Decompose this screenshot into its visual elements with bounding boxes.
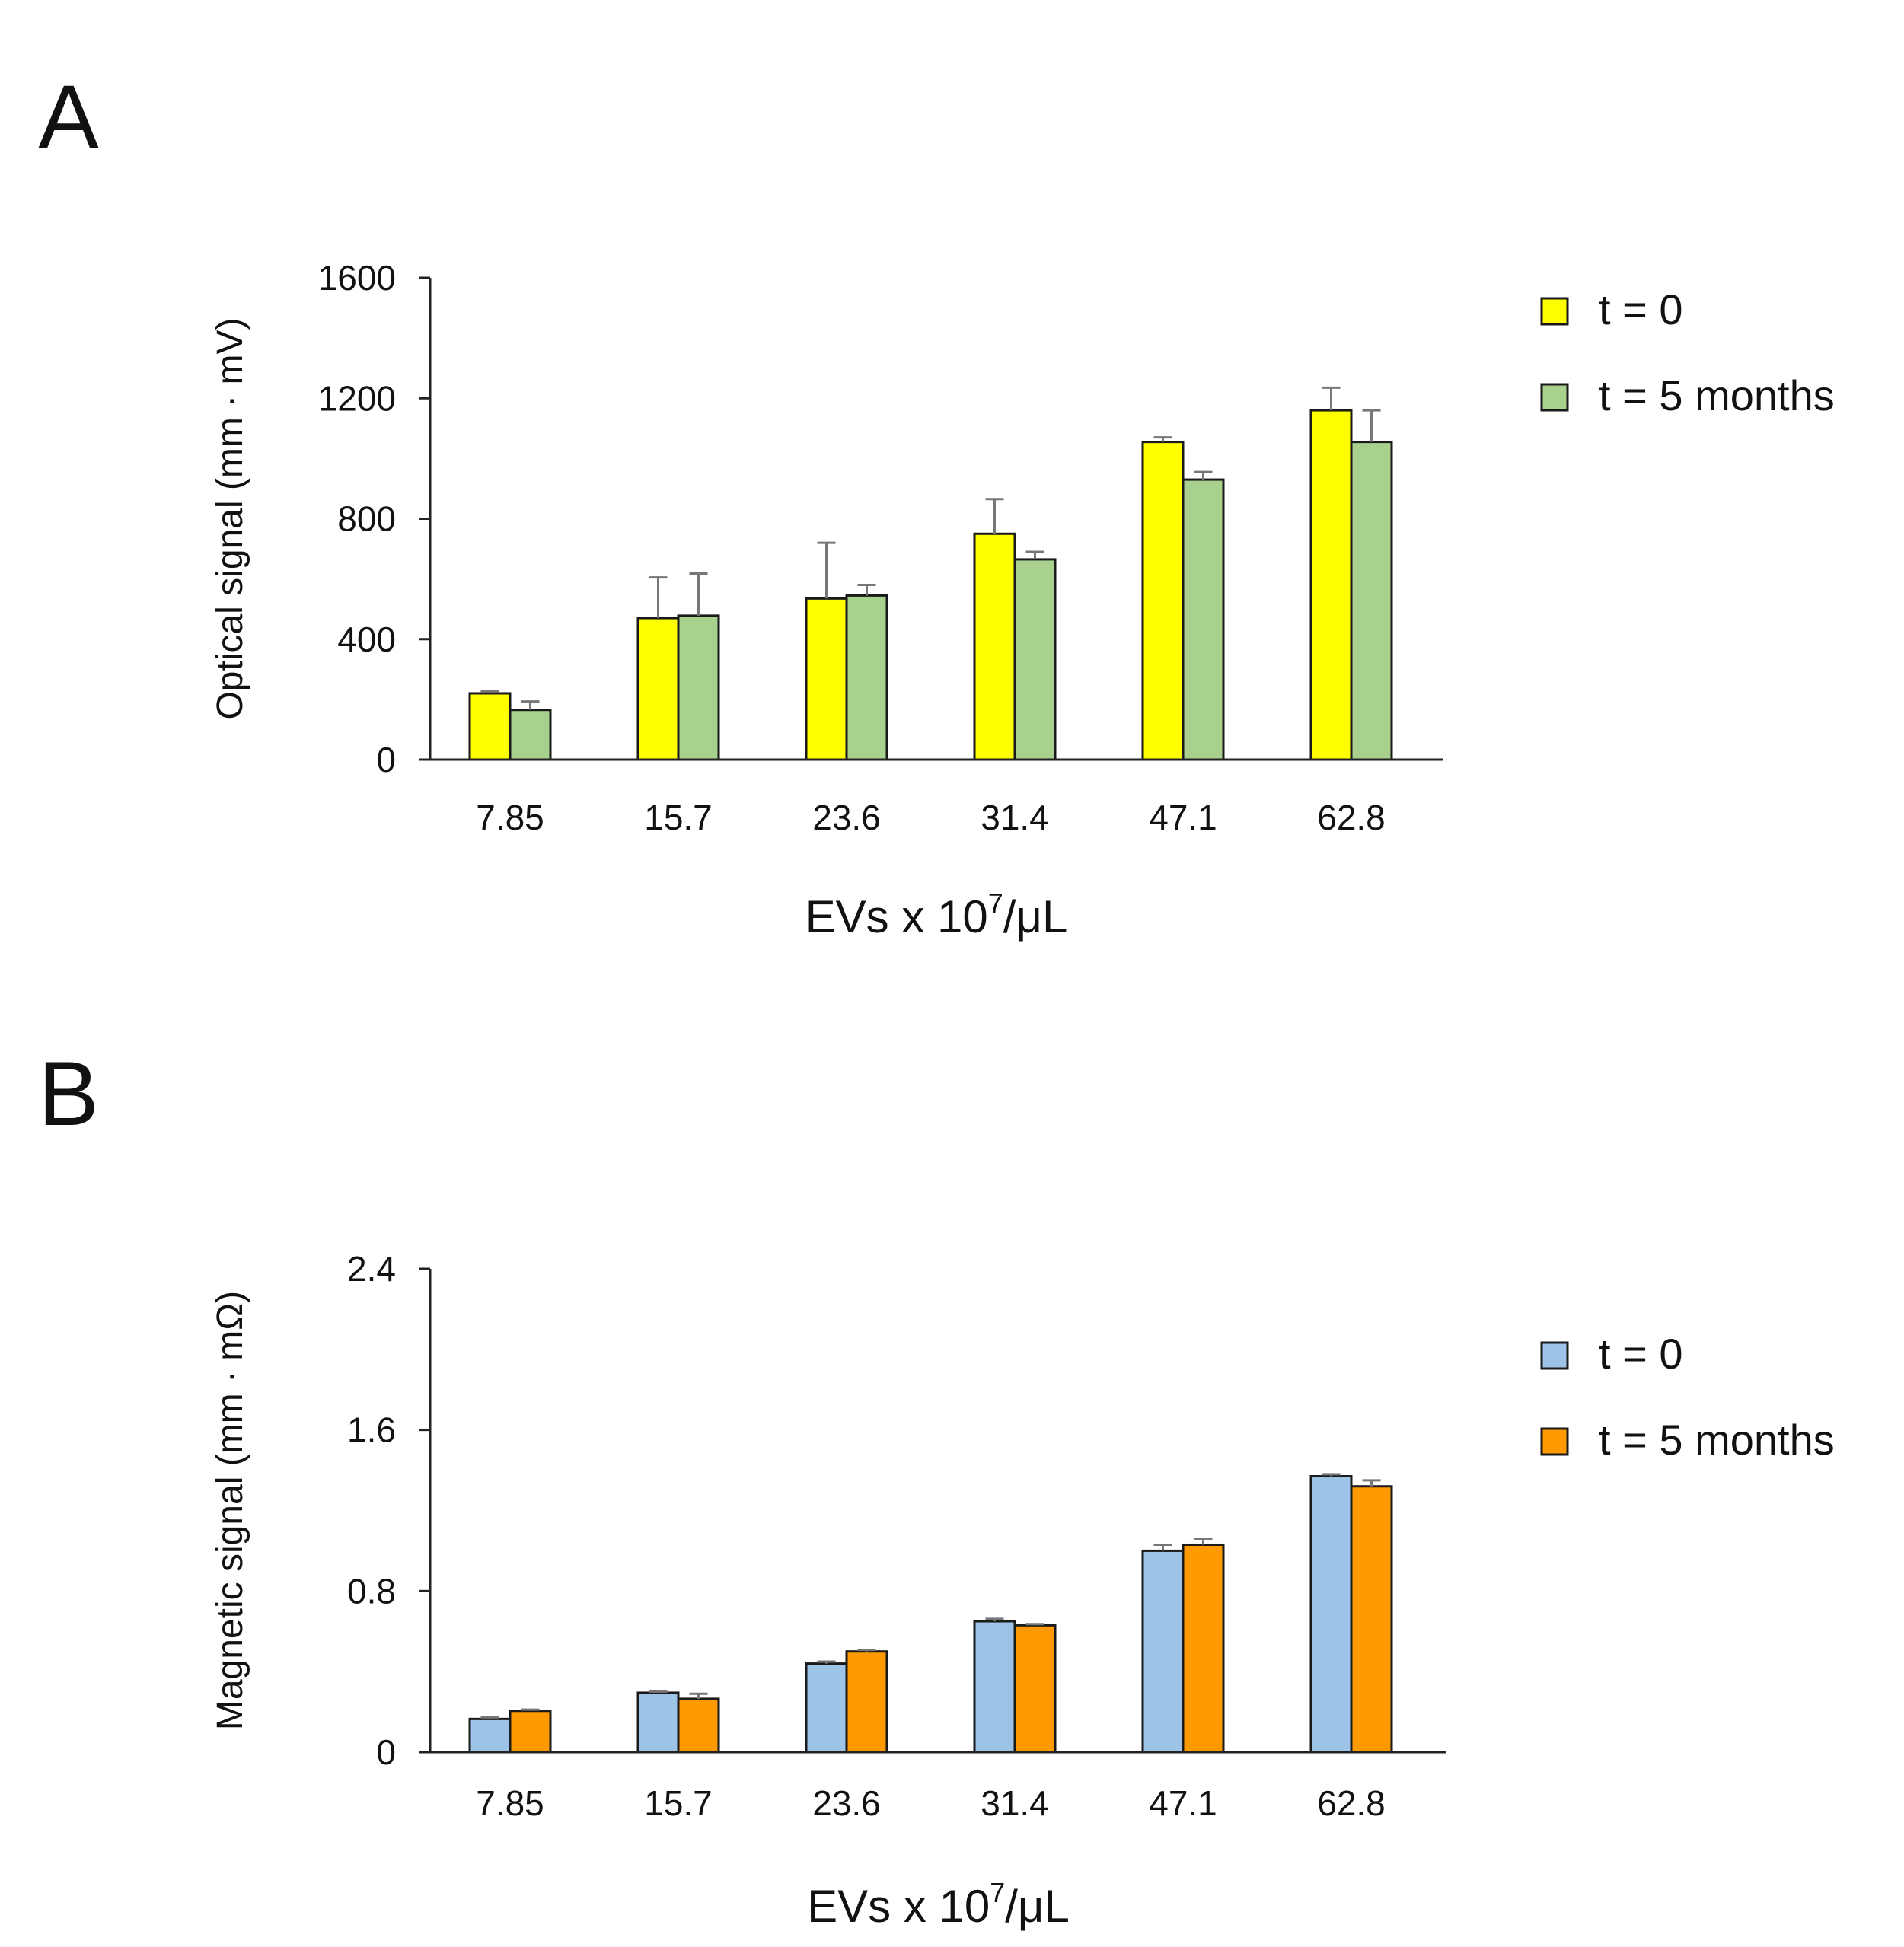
chart-a-errorbar-s2-1 xyxy=(521,700,540,710)
chart-a-xtick-label-4: 31.4 xyxy=(981,798,1049,837)
chart-b-x-axis-title: EVs x 107/μL xyxy=(807,1877,1070,1932)
chart-b-legend-swatch-1 xyxy=(1540,1341,1569,1370)
chart-b-bar-s1-6 xyxy=(1309,1475,1353,1754)
chart-b-xtick-label-4: 31.4 xyxy=(981,1783,1049,1823)
chart-b-bar-s1-1 xyxy=(468,1717,512,1754)
chart-a-ytick-label-5: 1600 xyxy=(318,258,396,298)
chart-a-bar-s2-2 xyxy=(677,614,720,761)
chart-b-bar-s1-2 xyxy=(636,1691,680,1754)
chart-a-errorbar-s1-1 xyxy=(480,690,499,693)
chart-a-bar-s1-6 xyxy=(1309,409,1353,761)
chart-b-legend-swatch-2 xyxy=(1540,1427,1569,1456)
chart-a-ytick-label-3: 800 xyxy=(337,499,396,539)
chart-b: 0 0.8 1.6 2.4 7.85 15.7 23.6 31.4 47.1 62.8 Magnet… xyxy=(210,1249,1835,1932)
chart-a-bar-s1-1 xyxy=(468,692,512,761)
chart-b-errorbar-s2-5 xyxy=(1194,1538,1213,1545)
panel-label-a: A xyxy=(38,66,99,168)
chart-b-xtick-label-1: 7.85 xyxy=(476,1783,544,1823)
chart-a-errorbar-s1-2 xyxy=(649,576,668,619)
chart-b-xtick-label-2: 15.7 xyxy=(644,1783,713,1823)
chart-a-legend-label-2: t = 5 months xyxy=(1599,371,1835,419)
chart-a-errorbar-s1-5 xyxy=(1153,436,1172,442)
chart-b-bar-s2-6 xyxy=(1350,1485,1393,1754)
chart-b-ytick-label-4: 2.4 xyxy=(347,1249,396,1289)
chart-b-bar-s2-2 xyxy=(677,1697,720,1754)
chart-b-errorbar-s1-5 xyxy=(1153,1543,1172,1551)
chart-a: 0 400 800 1200 1600 7.85 15.7 23.6 31.4 47.1 62.8 O… xyxy=(210,258,1835,942)
chart-b-ytick-label-2: 0.8 xyxy=(347,1571,396,1611)
chart-a-errorbar-s2-6 xyxy=(1362,409,1381,442)
chart-a-bar-s1-3 xyxy=(805,597,848,761)
chart-b-errorbar-s1-3 xyxy=(817,1660,836,1664)
chart-b-legend-label-2: t = 5 months xyxy=(1599,1416,1835,1464)
chart-b-legend-label-1: t = 0 xyxy=(1599,1330,1683,1378)
chart-a-bar-s2-4 xyxy=(1013,558,1057,761)
chart-a-legend-swatch-2 xyxy=(1540,383,1569,412)
chart-a-errorbar-s1-3 xyxy=(817,541,836,599)
chart-a-bar-s1-5 xyxy=(1141,441,1185,761)
chart-a-xtick-label-5: 47.1 xyxy=(1149,798,1217,837)
chart-b-errorbar-s1-1 xyxy=(480,1716,499,1719)
chart-b-errorbar-s1-6 xyxy=(1322,1473,1341,1477)
chart-a-xtick-label-3: 23.6 xyxy=(812,798,881,837)
chart-b-bar-s1-5 xyxy=(1141,1549,1185,1754)
chart-a-legend-label-1: t = 0 xyxy=(1599,285,1683,333)
chart-b-bar-s1-4 xyxy=(973,1620,1016,1754)
chart-a-errorbar-s1-6 xyxy=(1322,386,1341,411)
chart-a-ytick-label-4: 1200 xyxy=(318,378,396,418)
chart-b-bar-s2-5 xyxy=(1182,1543,1225,1754)
chart-a-bar-s2-5 xyxy=(1182,478,1225,761)
chart-b-ytick-label-3: 1.6 xyxy=(347,1410,396,1450)
chart-a-bar-s2-6 xyxy=(1350,441,1393,761)
chart-a-legend-swatch-1 xyxy=(1540,297,1569,326)
chart-a-bar-s2-1 xyxy=(509,709,552,761)
chart-b-errorbar-s2-2 xyxy=(689,1692,708,1699)
chart-b-bar-s1-3 xyxy=(805,1662,848,1754)
chart-b-bar-s2-1 xyxy=(509,1710,552,1754)
chart-a-bar-s1-4 xyxy=(973,532,1016,761)
chart-b-bar-s2-3 xyxy=(845,1650,888,1754)
chart-b-errorbar-s2-3 xyxy=(857,1649,876,1652)
chart-a-xtick-label-1: 7.85 xyxy=(476,798,544,837)
chart-a-x-axis-title: EVs x 107/μL xyxy=(805,887,1068,942)
chart-b-xtick-label-5: 47.1 xyxy=(1149,1783,1217,1823)
chart-a-xtick-label-2: 15.7 xyxy=(644,798,713,837)
chart-a-errorbar-s2-5 xyxy=(1194,470,1213,480)
chart-b-errorbar-s2-1 xyxy=(521,1708,540,1711)
chart-a-bar-s1-2 xyxy=(636,617,680,761)
chart-a-ytick-label-1: 0 xyxy=(376,740,396,779)
panel-label-b: B xyxy=(38,1043,99,1145)
chart-b-errorbar-s1-2 xyxy=(649,1690,668,1693)
chart-b-bar-s2-4 xyxy=(1013,1624,1057,1754)
chart-a-xtick-label-6: 62.8 xyxy=(1317,798,1386,837)
chart-a-y-axis-title: Optical signal (mm · mV) xyxy=(210,317,250,719)
chart-b-y-axis-title: Magnetic signal (mm · mΩ) xyxy=(210,1291,250,1730)
chart-b-errorbar-s2-6 xyxy=(1362,1479,1381,1487)
chart-b-xtick-label-3: 23.6 xyxy=(812,1783,881,1823)
chart-b-ytick-label-1: 0 xyxy=(376,1732,396,1772)
chart-a-errorbar-s2-2 xyxy=(689,572,708,616)
chart-a-errorbar-s2-3 xyxy=(857,584,876,596)
chart-b-errorbar-s2-4 xyxy=(1025,1623,1044,1626)
chart-a-bar-s2-3 xyxy=(845,594,888,761)
chart-a-ytick-label-2: 400 xyxy=(337,620,396,659)
chart-a-errorbar-s1-4 xyxy=(985,498,1004,534)
chart-a-errorbar-s2-4 xyxy=(1025,550,1044,559)
chart-b-xtick-label-6: 62.8 xyxy=(1317,1783,1386,1823)
chart-b-errorbar-s1-4 xyxy=(985,1617,1004,1622)
